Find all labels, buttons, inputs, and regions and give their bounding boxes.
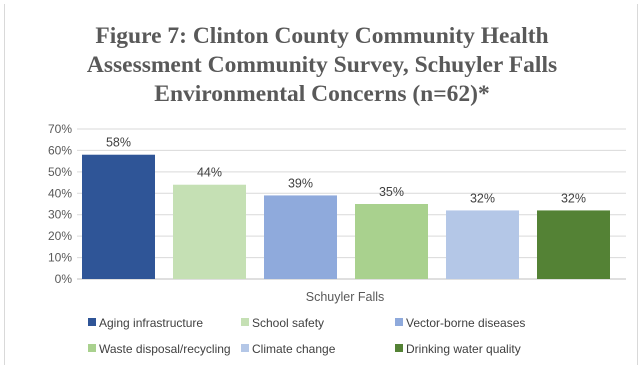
data-label: 58% [106,136,131,150]
bar-drinking-water-quality [537,210,610,279]
data-labels: 58% 44% 39% 35% 32% 32% [106,136,586,206]
legend-swatch [88,344,96,352]
gridlines [77,128,626,280]
legend-label: Vector-borne diseases [406,316,525,330]
legend-swatch [88,318,96,326]
x-axis-category-label: Schuyler Falls [306,290,385,304]
bar-vector-borne-diseases [264,195,337,279]
y-tick-label: 10% [48,251,72,265]
legend-swatch [241,318,249,326]
chart-title-line-1: Figure 7: Clinton County Community Healt… [95,23,549,49]
y-axis-tick-labels: 0% 10% 20% 30% 40% 50% 60% 70% [48,122,72,286]
data-label: 39% [288,176,313,190]
y-tick-label: 40% [48,186,72,200]
chart-title-line-2: Assessment Community Survey, Schuyler Fa… [86,52,558,78]
legend-label: Waste disposal/recycling [99,342,231,356]
y-tick-label: 50% [48,165,72,179]
legend-label: Aging infrastructure [99,316,203,330]
data-label: 32% [561,191,586,205]
y-tick-label: 70% [48,122,72,136]
y-tick-label: 0% [55,272,73,286]
legend-swatch [395,344,403,352]
y-tick-label: 20% [48,229,72,243]
legend-swatch [241,344,249,352]
legend-label: Climate change [252,342,336,356]
data-label: 32% [470,191,495,205]
bar-climate-change [446,210,519,279]
bar-aging-infrastructure [82,154,155,279]
legend: Aging infrastructure School safety Vector-… [88,316,525,356]
legend-label: School safety [252,316,324,330]
legend-swatch [395,318,403,326]
chart-frame [4,4,638,365]
chart-title: Figure 7: Clinton County Community Healt… [0,22,644,109]
y-tick-label: 30% [48,208,72,222]
bars [82,154,610,279]
chart-title-line-3: Environmental Concerns (n=62)* [154,81,490,107]
bar-waste-disposal-recycling [355,204,428,279]
legend-label: Drinking water quality [406,342,521,356]
bar-school-safety [173,184,246,279]
data-label: 44% [197,166,222,180]
data-label: 35% [379,185,404,199]
y-tick-label: 60% [48,143,72,157]
